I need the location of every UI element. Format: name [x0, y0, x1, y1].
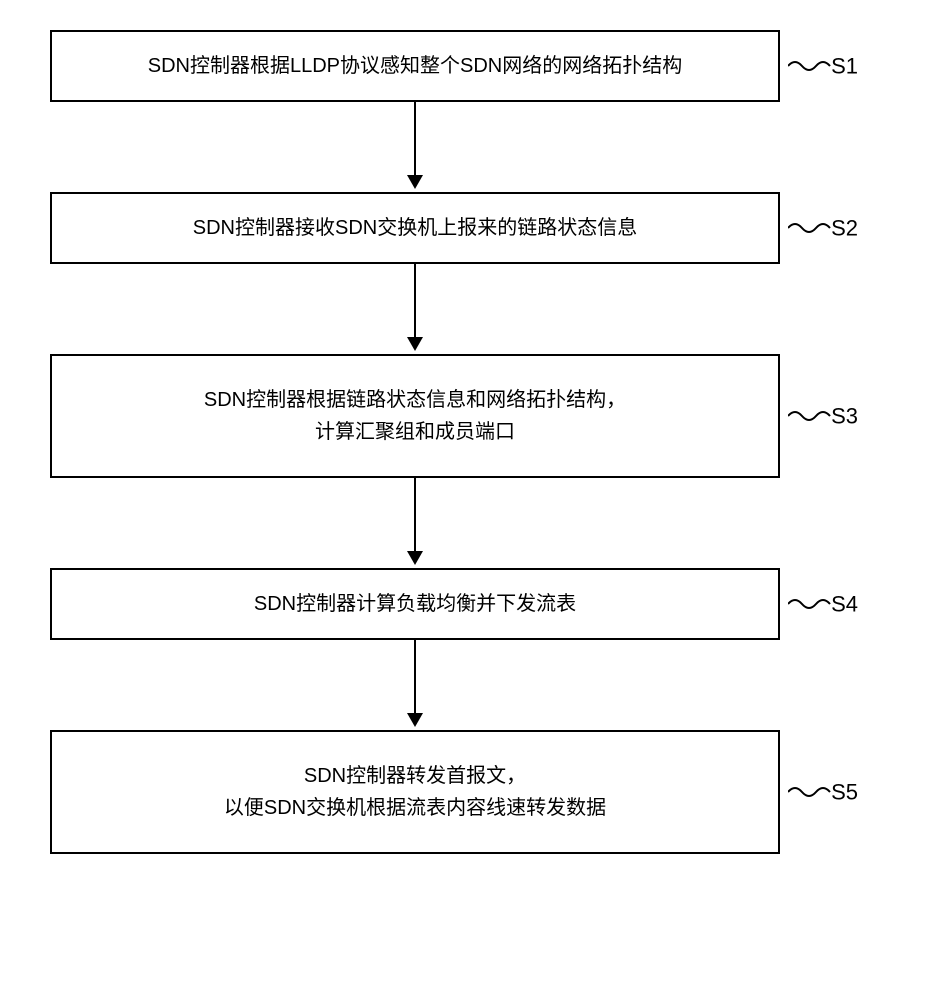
connector-squiggle — [788, 56, 833, 76]
arrow — [50, 264, 780, 354]
step-text-line2: 计算汇聚组和成员端口 — [315, 421, 515, 443]
step-label: S5 — [831, 774, 858, 809]
step-text: SDN控制器根据LLDP协议感知整个SDN网络的网络拓扑结构 — [148, 55, 682, 77]
flowchart-container: SDN控制器根据LLDP协议感知整个SDN网络的网络拓扑结构 S1 SDN控制器… — [50, 30, 870, 854]
arrow — [50, 640, 780, 730]
step-box-s3: SDN控制器根据链路状态信息和网络拓扑结构， 计算汇聚组和成员端口 S3 — [50, 354, 780, 478]
arrow — [50, 478, 780, 568]
step-text-line2: 以便SDN交换机根据流表内容线速转发数据 — [224, 797, 606, 819]
step-box-s4: SDN控制器计算负载均衡并下发流表 S4 — [50, 568, 780, 640]
step-text: SDN控制器接收SDN交换机上报来的链路状态信息 — [193, 217, 637, 239]
step-text-line1: SDN控制器转发首报文， — [304, 765, 526, 787]
step-label: S3 — [831, 398, 858, 433]
connector-squiggle — [788, 406, 833, 426]
step-text-line1: SDN控制器根据链路状态信息和网络拓扑结构， — [204, 389, 626, 411]
arrow — [50, 102, 780, 192]
step-box-s1: SDN控制器根据LLDP协议感知整个SDN网络的网络拓扑结构 S1 — [50, 30, 780, 102]
step-label: S4 — [831, 586, 858, 621]
step-text: SDN控制器计算负载均衡并下发流表 — [254, 593, 576, 615]
step-box-s2: SDN控制器接收SDN交换机上报来的链路状态信息 S2 — [50, 192, 780, 264]
step-label: S1 — [831, 48, 858, 83]
step-box-s5: SDN控制器转发首报文， 以便SDN交换机根据流表内容线速转发数据 S5 — [50, 730, 780, 854]
connector-squiggle — [788, 594, 833, 614]
step-label: S2 — [831, 210, 858, 245]
connector-squiggle — [788, 782, 833, 802]
connector-squiggle — [788, 218, 833, 238]
